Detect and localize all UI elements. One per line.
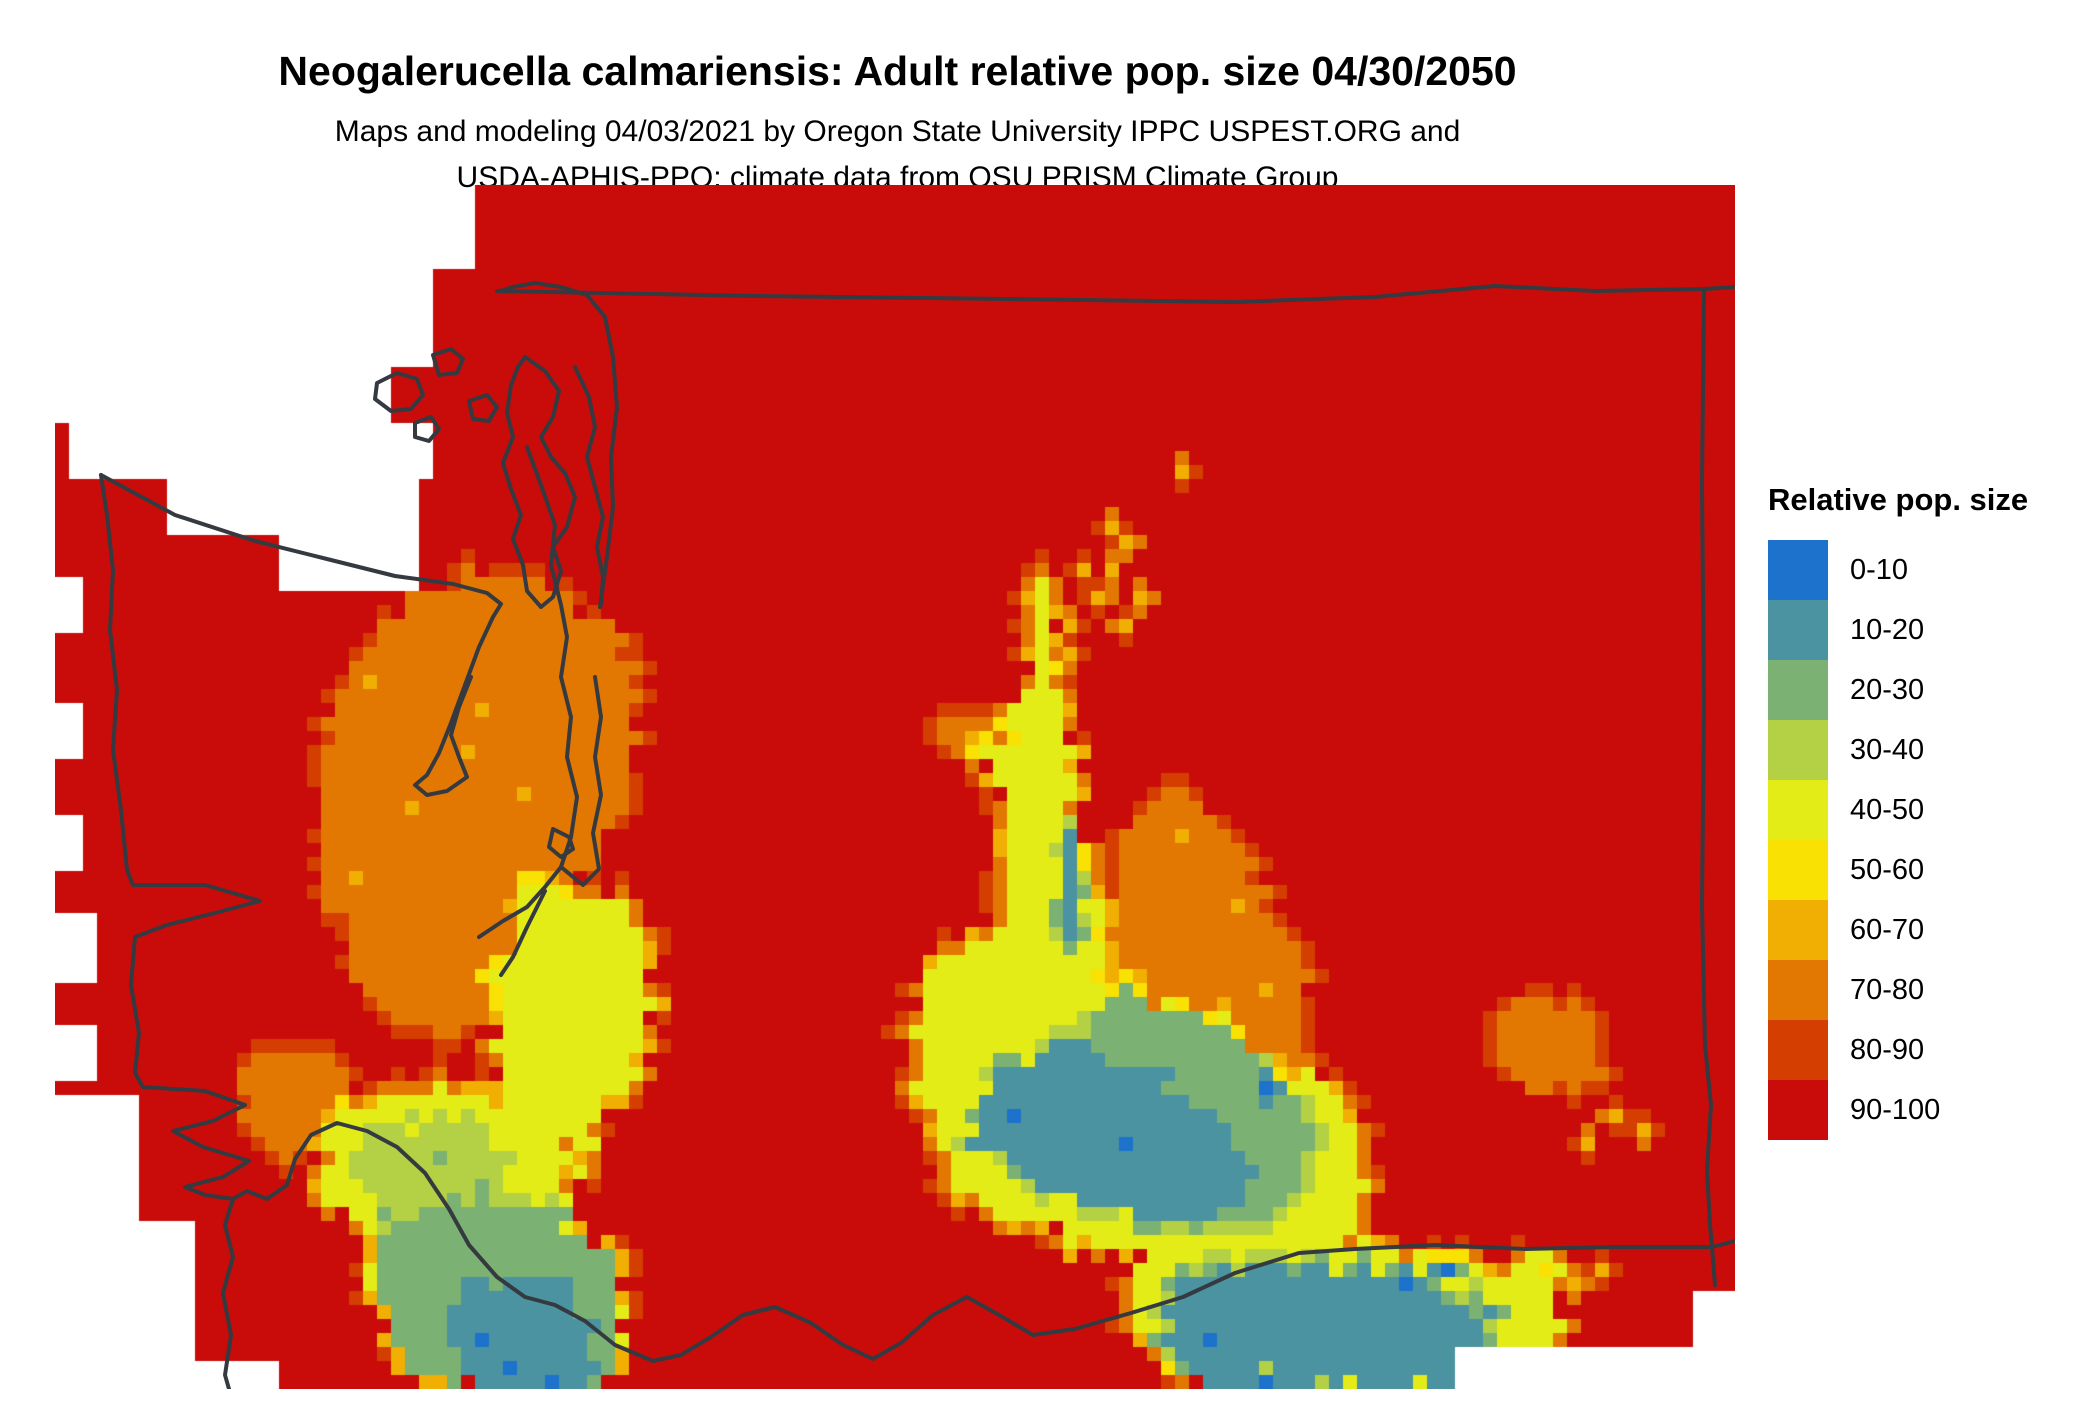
subtitle-line-1: Maps and modeling 04/03/2021 by Oregon S… xyxy=(334,115,1461,148)
legend-swatch-80-90 xyxy=(1768,1020,1828,1080)
legend-swatch-90-100 xyxy=(1768,1080,1828,1140)
legend-row-0-10: 0-10 xyxy=(1768,540,2088,600)
legend-swatch-50-60 xyxy=(1768,840,1828,900)
legend-label: 10-20 xyxy=(1850,613,1925,646)
legend-row-60-70: 60-70 xyxy=(1768,900,2088,960)
legend-row-50-60: 50-60 xyxy=(1768,840,2088,900)
legend-label: 80-90 xyxy=(1850,1033,1925,1066)
legend-title: Relative pop. size xyxy=(1768,482,2029,517)
legend-label: 90-100 xyxy=(1850,1093,1941,1126)
legend-row-10-20: 10-20 xyxy=(1768,600,2088,660)
title-block: Neogalerucella calmariensis: Adult relat… xyxy=(55,48,1740,201)
washington-raster-map xyxy=(55,185,1735,1389)
legend-label: 20-30 xyxy=(1850,673,1925,706)
legend-label: 0-10 xyxy=(1850,553,1909,586)
legend-row-90-100: 90-100 xyxy=(1768,1080,2088,1140)
legend-row-30-40: 30-40 xyxy=(1768,720,2088,780)
legend-swatch-40-50 xyxy=(1768,780,1828,840)
legend-swatch-10-20 xyxy=(1768,600,1828,660)
legend: Relative pop. size 0-10 10-20 20-30 30-40 40… xyxy=(1768,482,2088,1140)
legend-label: 40-50 xyxy=(1850,793,1925,826)
legend-label: 50-60 xyxy=(1850,853,1925,886)
legend-label: 30-40 xyxy=(1850,733,1925,766)
legend-label: 60-70 xyxy=(1850,913,1925,946)
legend-swatch-30-40 xyxy=(1768,720,1828,780)
legend-swatch-0-10 xyxy=(1768,540,1828,600)
legend-row-20-30: 20-30 xyxy=(1768,660,2088,720)
legend-row-80-90: 80-90 xyxy=(1768,1020,2088,1080)
legend-row-40-50: 40-50 xyxy=(1768,780,2088,840)
population-raster-canvas xyxy=(55,185,1735,1389)
legend-label: 70-80 xyxy=(1850,973,1925,1006)
legend-swatch-60-70 xyxy=(1768,900,1828,960)
page-subtitle: Maps and modeling 04/03/2021 by Oregon S… xyxy=(55,109,1740,201)
legend-rows: 0-10 10-20 20-30 30-40 40-50 50-60 60-70 70-80 8… xyxy=(1768,540,2088,1140)
legend-row-70-80: 70-80 xyxy=(1768,960,2088,1020)
page-title: Neogalerucella calmariensis: Adult relat… xyxy=(278,48,1517,94)
legend-swatch-70-80 xyxy=(1768,960,1828,1020)
legend-swatch-20-30 xyxy=(1768,660,1828,720)
